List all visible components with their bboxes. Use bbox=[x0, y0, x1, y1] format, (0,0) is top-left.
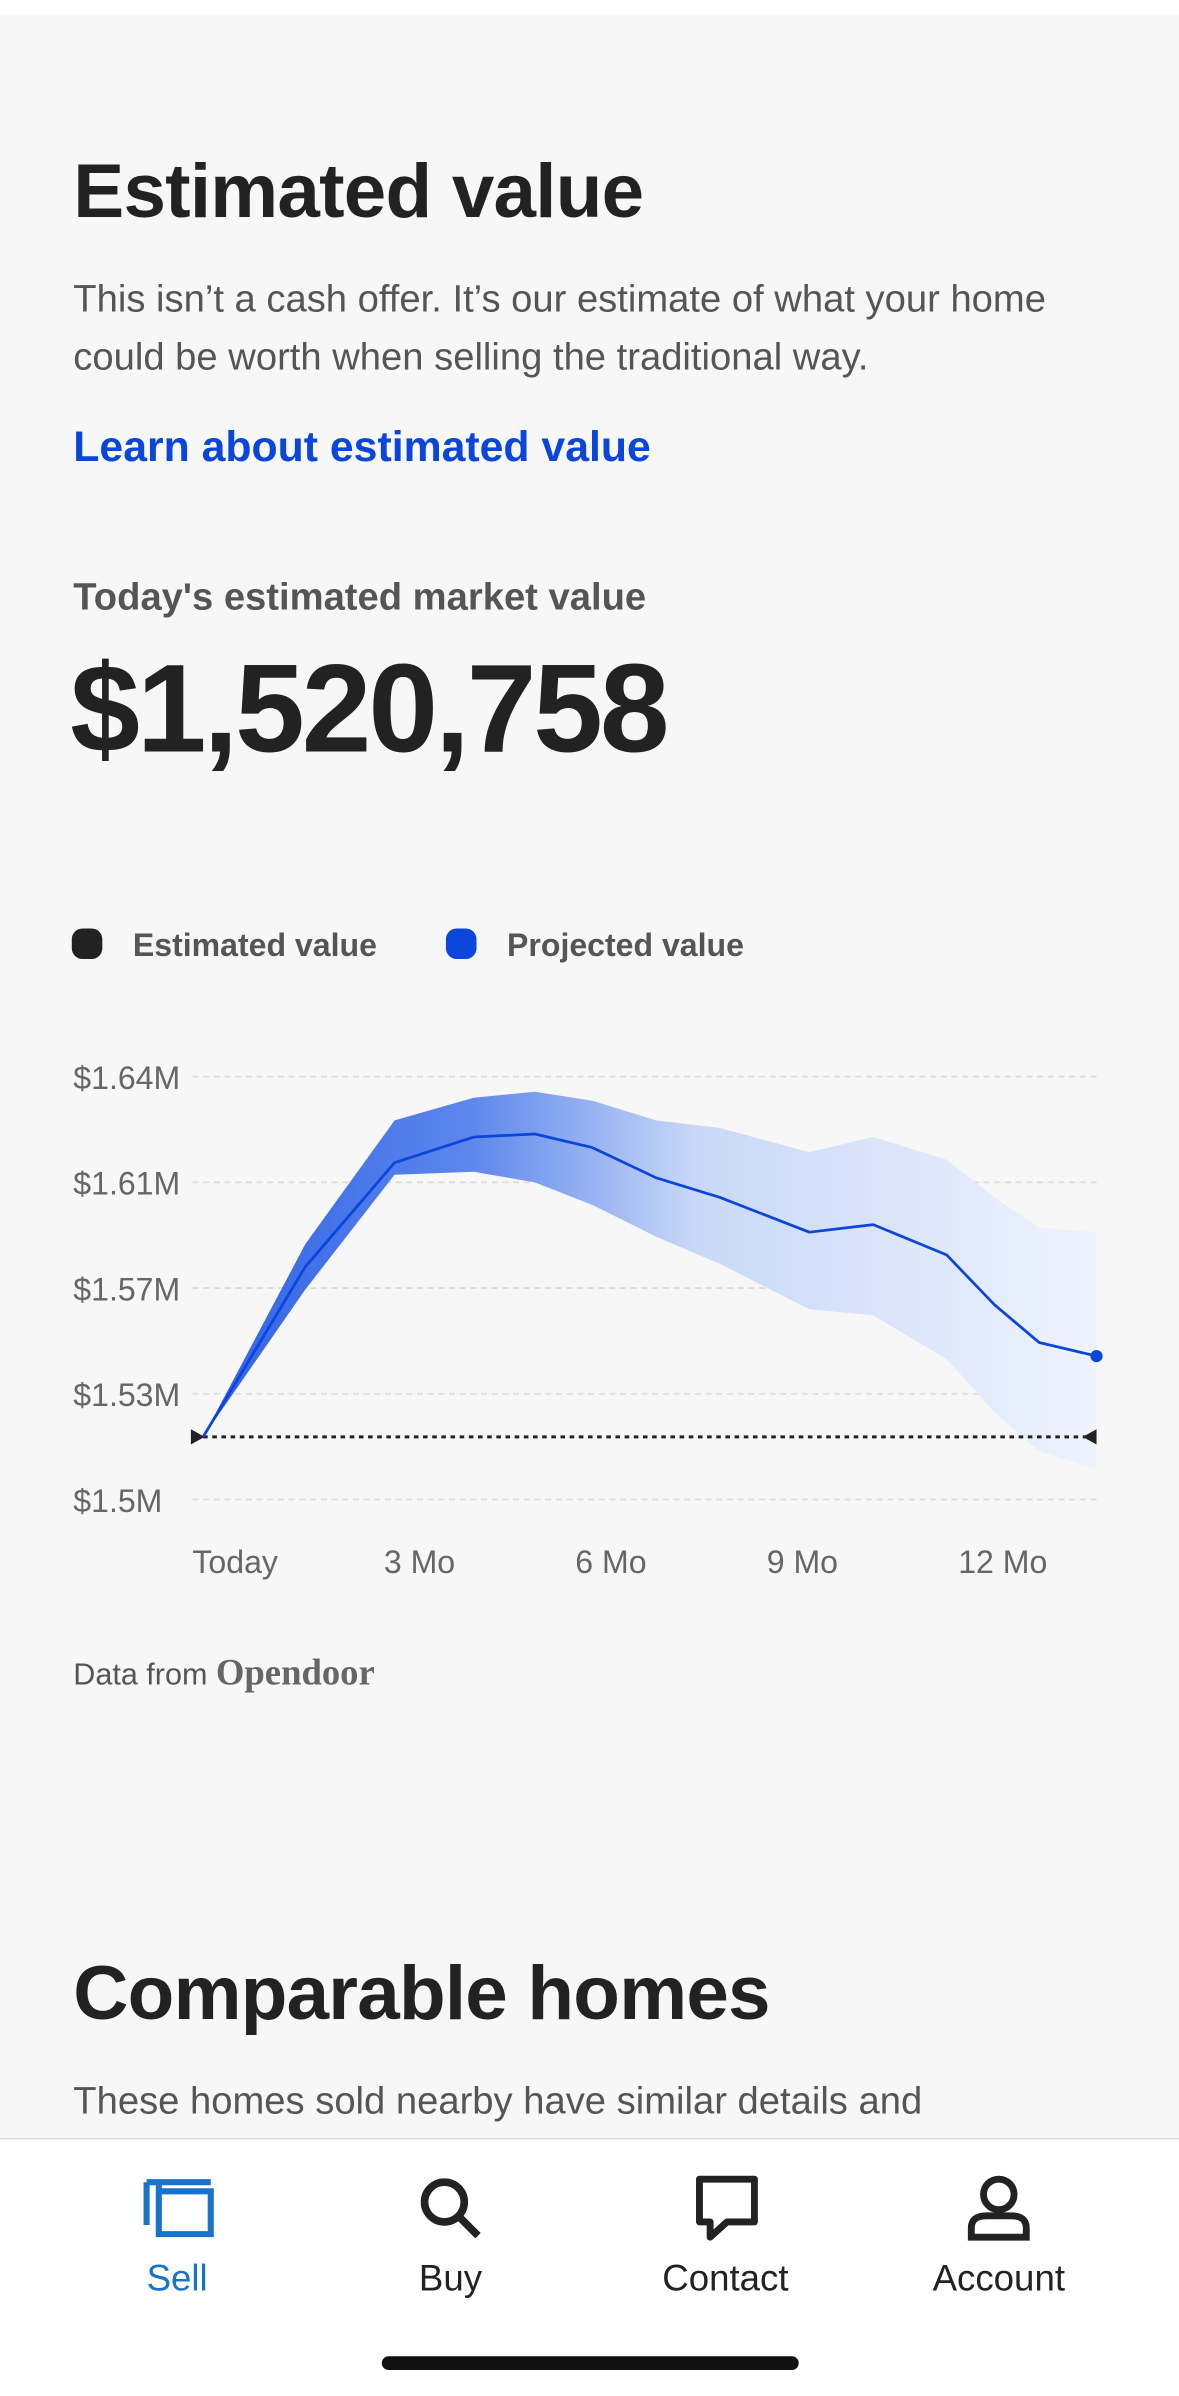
x-tick-label: 12 Mo bbox=[958, 1544, 1047, 1580]
chart: Estimated value Projected value $1.5M $1.53… bbox=[71, 927, 1103, 1580]
account-icon bbox=[967, 2175, 1030, 2241]
estimate-end-marker bbox=[1082, 1429, 1097, 1445]
attribution-prefix: Data from bbox=[73, 1658, 208, 1693]
value-label: Today's estimated market value bbox=[73, 575, 647, 619]
description: This isn’t a cash offer. It’s our estima… bbox=[73, 277, 1046, 379]
attribution-source: Opendoor bbox=[215, 1653, 375, 1694]
x-tick-label: Today bbox=[192, 1544, 278, 1580]
legend-label: Projected value bbox=[507, 927, 744, 963]
buy-icon bbox=[420, 2178, 481, 2239]
tab-icons bbox=[143, 2175, 1030, 2371]
tab-bar: Sell Buy Contact Account bbox=[0, 2137, 1179, 2396]
legend-swatch bbox=[445, 928, 477, 960]
tab-label[interactable]: Contact bbox=[662, 2258, 789, 2300]
page-title: Estimated value bbox=[73, 148, 644, 234]
tab-label[interactable]: Sell bbox=[146, 2258, 208, 2300]
y-tick-label: $1.64M bbox=[73, 1060, 180, 1096]
x-tick-label: 6 Mo bbox=[575, 1544, 646, 1580]
home-indicator bbox=[381, 2356, 799, 2371]
x-tick-label: 3 Mo bbox=[384, 1544, 455, 1580]
y-tick-label: $1.57M bbox=[73, 1271, 180, 1307]
legend-label: Estimated value bbox=[133, 927, 377, 963]
y-tick-label: $1.5M bbox=[73, 1483, 162, 1519]
y-tick-label: $1.53M bbox=[73, 1377, 180, 1413]
legend-swatch bbox=[71, 928, 103, 960]
tab-label[interactable]: Account bbox=[932, 2258, 1066, 2300]
x-tick-label: 9 Mo bbox=[767, 1544, 838, 1580]
section-title: Comparable homes bbox=[73, 1950, 770, 2036]
y-tick-label: $1.61M bbox=[73, 1166, 180, 1202]
learn-link[interactable]: Learn about estimated value bbox=[73, 423, 651, 471]
tab-label[interactable]: Buy bbox=[418, 2258, 483, 2300]
estimate-marker bbox=[190, 1429, 205, 1445]
status-bar bbox=[0, 0, 1179, 16]
projection-band bbox=[203, 1091, 1097, 1470]
projection-line bbox=[201, 1132, 1097, 1438]
attribution: Data from Opendoor bbox=[73, 1654, 374, 1695]
contact-icon bbox=[696, 2175, 758, 2241]
projection-end-point bbox=[1090, 1349, 1103, 1363]
section-description: These homes sold nearby have similar det… bbox=[73, 2079, 923, 2123]
sell-icon bbox=[143, 2179, 214, 2238]
value: $1,520,758 bbox=[70, 639, 669, 779]
